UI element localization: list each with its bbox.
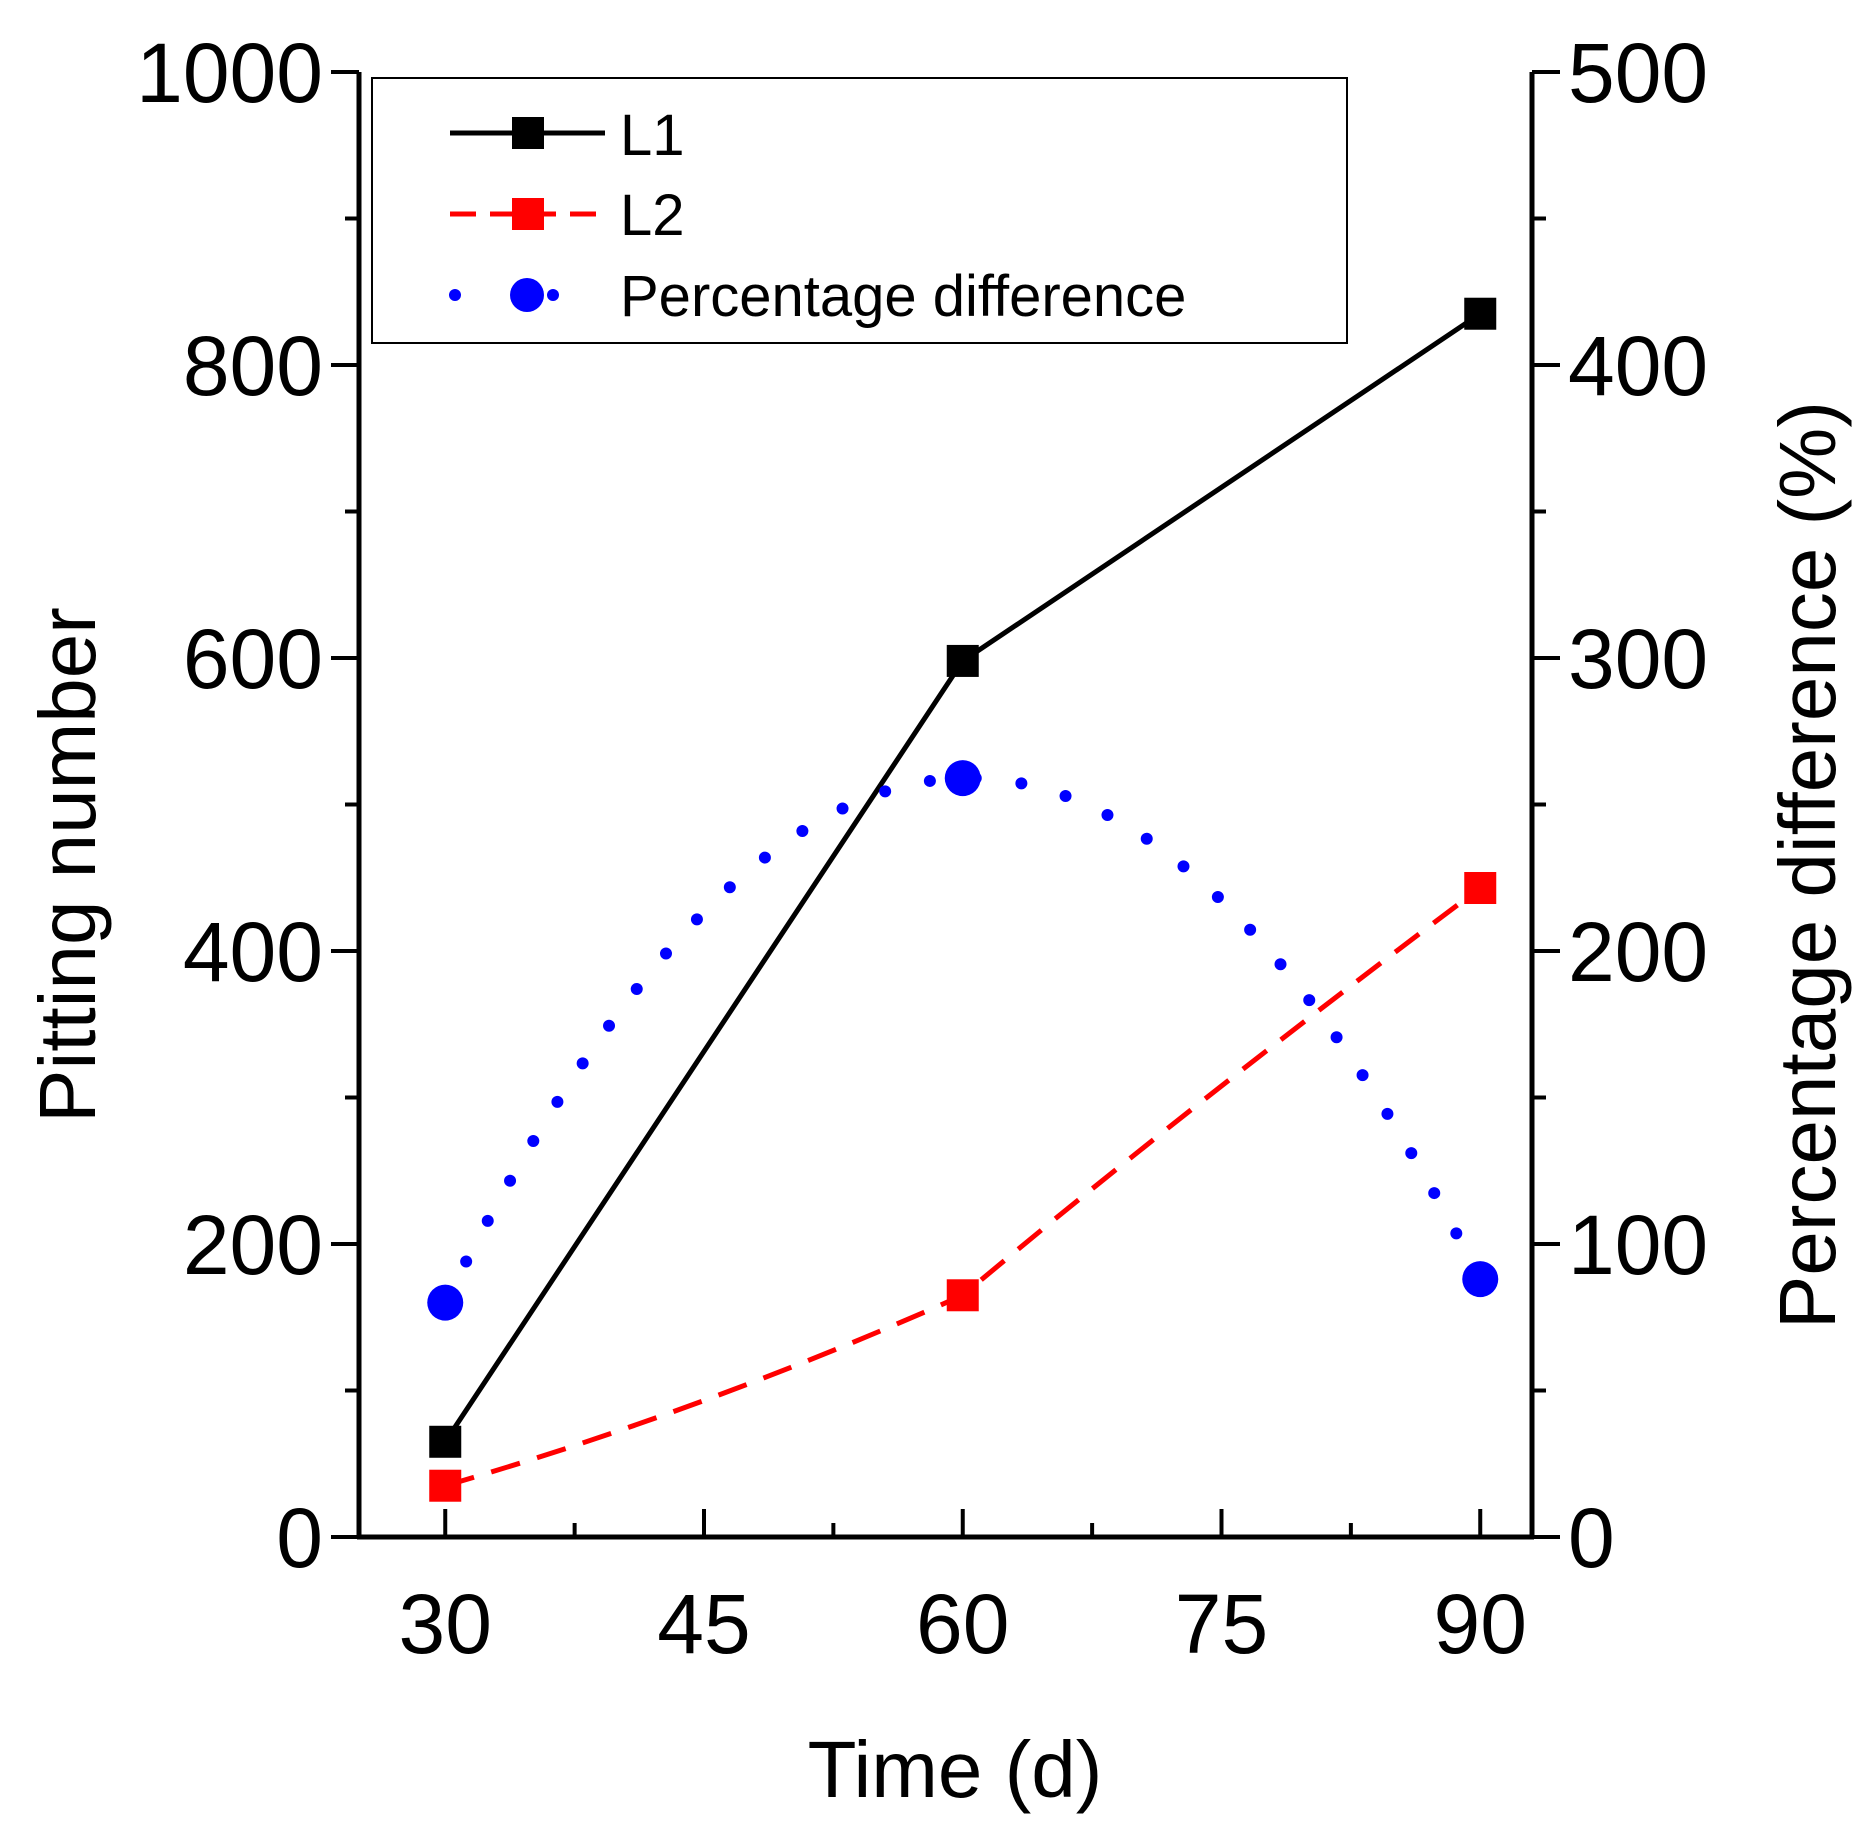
legend-l1-label: L1 (620, 103, 685, 168)
legend-pd-label: Percentage difference (620, 264, 1186, 329)
series-l1-line (443, 311, 1482, 1444)
x-tick-label-30: 30 (399, 1577, 492, 1671)
series-percentage-difference-line (439, 772, 1487, 1309)
x-tick-label-90: 90 (1434, 1577, 1527, 1671)
left-y-tick-label-600: 600 (183, 612, 323, 706)
series-l1-point-60 (946, 644, 979, 677)
series-percentage-difference-point-30 (427, 1284, 464, 1321)
right-y-axis-title: Percentage difference (%) (1763, 401, 1852, 1329)
legend: L1 L2 Percentage difference (371, 77, 1348, 344)
plot-area (427, 297, 1499, 1502)
left-y-tick-label-0: 0 (276, 1491, 323, 1585)
legend-entry-l2: L2 (450, 183, 685, 248)
series-percentage-difference-point-60 (944, 760, 981, 797)
series-l2-point-90 (1464, 872, 1497, 905)
left-y-tick-label-400: 400 (183, 905, 323, 999)
axis-ticks: 30 45 60 75 90 0 200 400 600 800 1000 0 100 200 300 400… (136, 26, 1708, 1671)
series-l2-line (444, 886, 1482, 1489)
legend-l2-marker (512, 198, 544, 230)
right-y-tick-label-300: 300 (1568, 612, 1708, 706)
series-l1-point-90 (1464, 297, 1497, 330)
x-tick-label-75: 75 (1175, 1577, 1268, 1671)
right-y-tick-label-100: 100 (1568, 1198, 1708, 1292)
left-y-tick-label-800: 800 (183, 319, 323, 413)
left-y-tick-label-1000: 1000 (136, 26, 323, 120)
series-percentage-difference-point-90 (1462, 1261, 1499, 1298)
right-y-tick-label-0: 0 (1568, 1491, 1615, 1585)
right-y-tick-label-400: 400 (1568, 319, 1708, 413)
series-l2-point-30 (429, 1469, 462, 1502)
left-y-axis-title: Pitting number (23, 607, 112, 1123)
left-y-tick-label-200: 200 (183, 1198, 323, 1292)
right-y-tick-label-200: 200 (1568, 905, 1708, 999)
series-l2-point-60 (946, 1279, 979, 1312)
legend-pd-marker (510, 278, 544, 312)
x-tick-label-45: 45 (657, 1577, 750, 1671)
legend-l1-marker (512, 117, 544, 149)
x-tick-label-60: 60 (916, 1577, 1009, 1671)
legend-pd-dot-left (449, 289, 461, 301)
series-l1-point-30 (429, 1425, 462, 1458)
legend-entry-percentage-difference: Percentage difference (449, 264, 1186, 329)
legend-entry-l1: L1 (450, 103, 685, 168)
legend-pd-dot-right (547, 289, 559, 301)
legend-l2-label: L2 (620, 183, 685, 248)
x-axis-title: Time (d) (808, 1725, 1103, 1814)
right-y-tick-label-500: 500 (1568, 26, 1708, 120)
